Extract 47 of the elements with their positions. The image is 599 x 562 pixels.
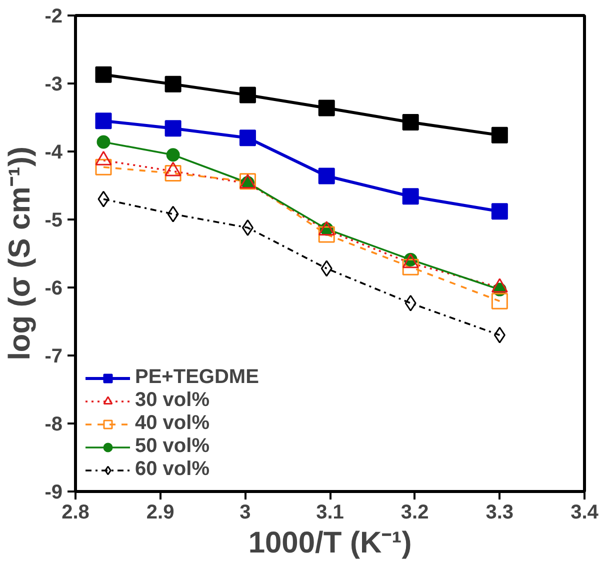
y-tick-label: -5 <box>44 210 63 232</box>
x-tick-label: 2.9 <box>146 502 174 524</box>
point <box>494 326 506 344</box>
point <box>402 258 419 276</box>
legend-label: 50 vol% <box>135 435 210 458</box>
point <box>96 135 110 149</box>
y-tick-label: -4 <box>44 142 64 164</box>
point <box>239 86 256 104</box>
point <box>164 76 182 92</box>
point <box>95 66 112 83</box>
y-tick-label: -2 <box>44 6 63 28</box>
point <box>164 165 182 182</box>
point <box>318 100 335 116</box>
x-tick-label: 3.1 <box>316 502 344 524</box>
y-axis-title: log (σ (S cm⁻¹)) <box>4 146 37 360</box>
point <box>402 114 419 131</box>
y-tick-label: -8 <box>44 414 63 436</box>
x-axis-title: 1000/T (K⁻¹) <box>248 526 412 560</box>
point <box>95 112 112 130</box>
point <box>320 260 332 277</box>
x-tick-label: 2.8 <box>62 502 90 524</box>
y-tick-label: -6 <box>44 278 63 300</box>
y-tick-label: -7 <box>44 346 63 368</box>
x-tick-label: 3.3 <box>486 502 514 524</box>
point <box>166 148 180 162</box>
point <box>167 206 179 222</box>
legend-label: 30 vol% <box>135 389 210 412</box>
x-tick-label: 3 <box>240 502 251 524</box>
point <box>95 158 112 176</box>
point <box>239 130 256 146</box>
x-tick-label: 3.4 <box>570 502 599 524</box>
y-tick-label: -3 <box>44 74 63 96</box>
point <box>318 168 335 184</box>
point <box>491 203 508 220</box>
point <box>404 294 416 312</box>
point <box>491 292 508 310</box>
x-tick-label: 3.2 <box>400 502 429 524</box>
legend-label: 40 vol% <box>135 412 210 435</box>
legend-label: PE+TEGDME <box>135 366 259 389</box>
point <box>491 126 508 144</box>
y-tick-label: -9 <box>44 482 63 504</box>
point <box>164 120 182 137</box>
point <box>98 190 110 208</box>
point <box>242 219 254 236</box>
point <box>402 188 419 205</box>
legend-label: 60 vol% <box>135 458 210 481</box>
point <box>318 226 335 243</box>
